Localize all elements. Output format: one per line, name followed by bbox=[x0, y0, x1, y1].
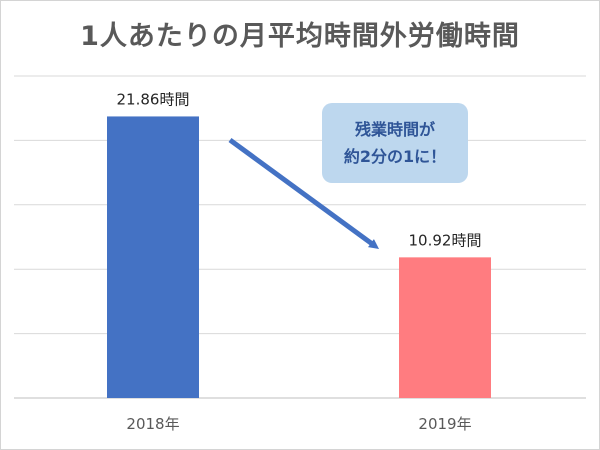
annotation-callout: 残業時間が 約2分の1に！ bbox=[322, 103, 468, 183]
bar-2018年 bbox=[107, 116, 199, 398]
annotation-line-2: 約2分の1に！ bbox=[343, 147, 447, 166]
trend-arrow bbox=[228, 137, 380, 249]
data-labels: 21.86時間 10.92時間 bbox=[117, 90, 482, 249]
x-axis-tick-labels: 2018年 2019年 bbox=[126, 415, 471, 433]
data-label: 21.86時間 bbox=[117, 90, 190, 108]
data-label: 10.92時間 bbox=[409, 231, 482, 249]
x-tick-label: 2018年 bbox=[126, 415, 179, 433]
annotation-line-1: 残業時間が bbox=[354, 120, 435, 139]
x-tick-label: 2019年 bbox=[418, 415, 471, 433]
bars bbox=[107, 116, 491, 398]
gridlines bbox=[14, 75, 586, 399]
bar-2019年 bbox=[399, 257, 491, 398]
chart-title: 1人あたりの月平均時間外労働時間 bbox=[80, 21, 520, 52]
